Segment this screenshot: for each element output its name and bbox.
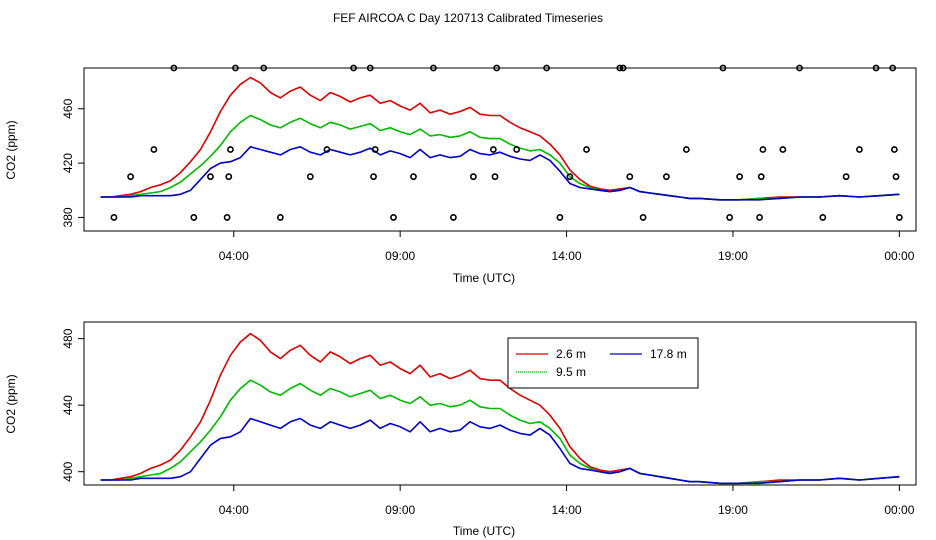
top-calibration-markers — [110, 64, 903, 221]
top-x-tick-label-0: 04:00 — [219, 249, 249, 263]
top-calibration-marker-28 — [556, 214, 564, 221]
bottom-plot-frame — [83, 321, 917, 486]
top-calibration-marker-44 — [796, 64, 803, 72]
top-x-tick-label-1: 09:00 — [385, 249, 415, 263]
top-plot-frame — [83, 67, 917, 232]
bottom-x-tick-label-3: 19:00 — [718, 503, 748, 517]
top-calibration-marker-34 — [639, 214, 647, 221]
top-calibration-marker-40 — [756, 214, 763, 221]
top-calibration-marker-25 — [493, 64, 501, 72]
top-x-tick-label-2: 14:00 — [552, 249, 582, 263]
top-x-axis-label: Time (UTC) — [453, 271, 515, 285]
bottom-y-tick-label-1: 440 — [61, 395, 75, 415]
top-calibration-marker-7 — [225, 173, 233, 181]
top-calibration-marker-49 — [889, 64, 897, 72]
top-y-axis: 380 420 460 — [61, 98, 84, 227]
top-calibration-marker-35 — [663, 173, 670, 181]
top-calibration-marker-50 — [890, 146, 898, 153]
top-x-tick-label-3: 19:00 — [718, 249, 748, 263]
top-calibration-marker-4 — [190, 214, 198, 221]
top-calibration-marker-13 — [323, 146, 331, 153]
top-calibration-marker-42 — [759, 146, 767, 153]
legend-label-17-8: 17.8 m — [650, 347, 687, 361]
top-calibration-marker-30 — [583, 146, 590, 153]
figure-title: FEF AIRCOA C Day 120713 Calibrated Times… — [333, 11, 603, 25]
top-calibration-marker-2 — [150, 146, 158, 153]
top-x-axis: 04:00 09:00 14:00 19:00 00:00 — [219, 231, 915, 263]
top-calibration-marker-15 — [366, 64, 374, 72]
top-calibration-marker-5 — [207, 173, 214, 181]
bottom-x-tick-label-0: 04:00 — [219, 503, 249, 517]
bottom-series-group — [100, 332, 900, 485]
top-series-line-9-5m — [100, 114, 900, 201]
top-calibration-marker-52 — [895, 214, 903, 221]
top-calibration-marker-14 — [350, 64, 357, 72]
top-series-group — [100, 76, 900, 201]
top-calibration-marker-51 — [892, 173, 900, 181]
top-calibration-marker-12 — [306, 173, 314, 181]
top-calibration-marker-38 — [726, 214, 734, 221]
top-calibration-marker-32 — [619, 64, 627, 72]
top-calibration-marker-6 — [223, 214, 231, 221]
legend-label-9-5: 9.5 m — [556, 365, 586, 379]
top-calibration-marker-22 — [469, 173, 477, 181]
top-calibration-marker-3 — [170, 64, 178, 72]
top-calibration-marker-33 — [626, 173, 634, 181]
bottom-series-line-9-5m — [100, 379, 900, 485]
top-calibration-marker-36 — [682, 146, 690, 153]
top-calibration-marker-11 — [276, 214, 284, 221]
bottom-series-line-17-8m — [100, 417, 900, 485]
top-calibration-marker-24 — [491, 173, 499, 181]
top-calibration-marker-21 — [450, 214, 457, 221]
top-calibration-marker-37 — [719, 64, 727, 72]
top-calibration-marker-43 — [779, 146, 787, 153]
top-calibration-marker-17 — [371, 146, 379, 153]
top-x-tick-label-4: 00:00 — [884, 249, 914, 263]
top-calibration-marker-26 — [513, 146, 521, 153]
top-calibration-marker-20 — [430, 64, 437, 72]
top-calibration-marker-10 — [260, 64, 268, 72]
top-calibration-marker-45 — [819, 214, 827, 221]
bottom-x-tick-label-4: 00:00 — [884, 503, 914, 517]
top-y-tick-label-2: 460 — [61, 98, 75, 118]
top-calibration-marker-19 — [410, 173, 417, 181]
bottom-x-tick-label-1: 09:00 — [385, 503, 415, 517]
top-series-line-17-8m — [100, 146, 900, 201]
legend-label-2-6: 2.6 m — [556, 347, 586, 361]
legend: 2.6 m 9.5 m 17.8 m — [507, 337, 699, 389]
top-y-axis-label: CO2 (ppm) — [4, 120, 18, 179]
top-calibration-marker-23 — [489, 146, 497, 153]
top-calibration-marker-48 — [872, 64, 880, 72]
top-calibration-marker-31 — [616, 64, 624, 72]
top-calibration-marker-0 — [110, 214, 118, 221]
bottom-x-axis: 04:00 09:00 14:00 19:00 00:00 — [219, 485, 915, 517]
top-calibration-marker-27 — [543, 64, 550, 72]
legend-box — [507, 337, 699, 389]
bottom-panel: 04:00 09:00 14:00 19:00 00:00 400 440 480 Time… — [4, 321, 917, 538]
top-calibration-marker-8 — [227, 146, 234, 153]
top-y-tick-label-0: 380 — [61, 207, 75, 227]
bottom-y-axis-label: CO2 (ppm) — [4, 374, 18, 433]
top-calibration-marker-46 — [842, 173, 850, 181]
top-calibration-marker-29 — [566, 173, 574, 181]
top-calibration-marker-16 — [370, 173, 377, 181]
top-calibration-marker-41 — [757, 173, 765, 181]
top-calibration-marker-47 — [856, 146, 863, 153]
bottom-y-tick-label-0: 400 — [61, 461, 75, 481]
top-calibration-marker-39 — [736, 173, 744, 181]
top-y-tick-label-1: 420 — [61, 153, 75, 173]
bottom-x-axis-label: Time (UTC) — [453, 524, 515, 538]
top-calibration-marker-9 — [232, 64, 239, 72]
top-calibration-marker-18 — [390, 214, 397, 221]
bottom-x-tick-label-2: 14:00 — [552, 503, 582, 517]
top-calibration-marker-1 — [127, 173, 134, 181]
bottom-y-axis: 400 440 480 — [61, 328, 84, 482]
bottom-y-tick-label-2: 480 — [61, 328, 75, 348]
top-panel: 04:00 09:00 14:00 19:00 00:00 380 420 460 Time… — [4, 64, 917, 285]
